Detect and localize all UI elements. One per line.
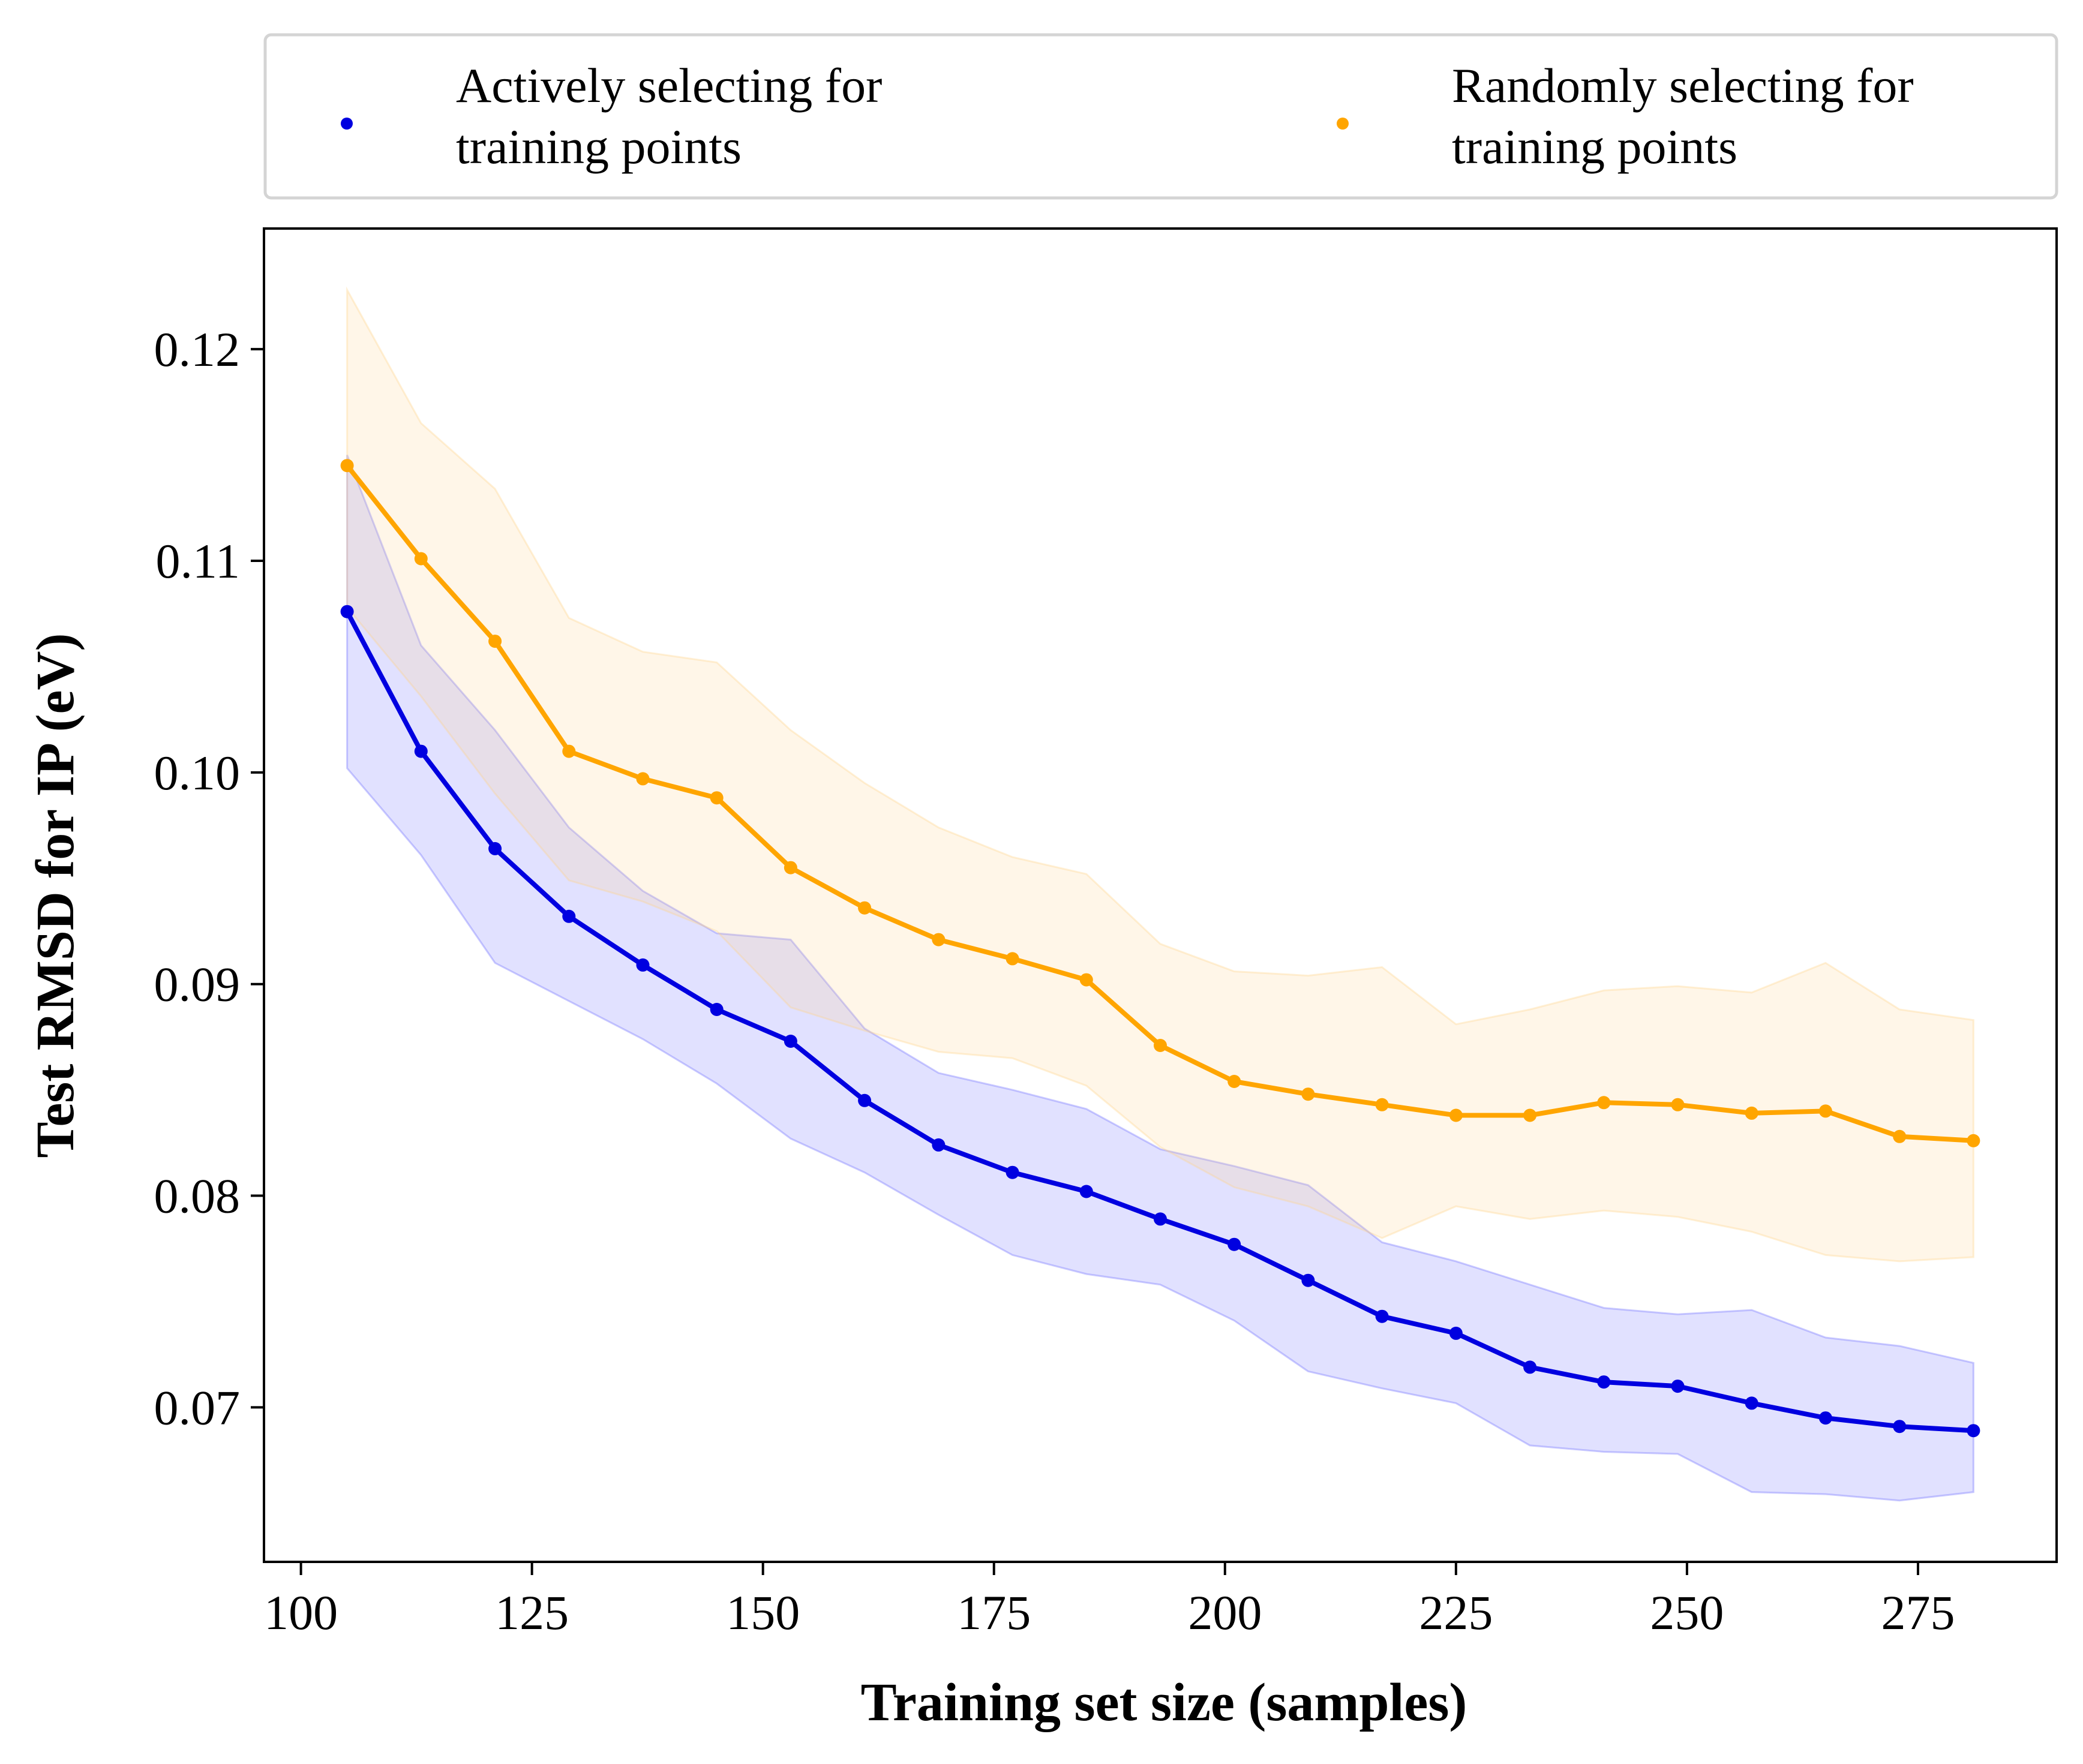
point-random [1079, 973, 1093, 987]
point-active [562, 909, 576, 923]
point-random [562, 744, 576, 758]
point-active [710, 1003, 724, 1016]
point-active [414, 744, 428, 758]
y-axis-title: Test RMSD for IP (eV) [26, 633, 85, 1158]
confidence-bands [346, 286, 1974, 1502]
point-random [636, 772, 650, 786]
point-active [1375, 1309, 1389, 1323]
point-active [1745, 1396, 1758, 1410]
point-random [1301, 1087, 1315, 1101]
point-active [1006, 1165, 1019, 1179]
point-active [1523, 1360, 1537, 1374]
point-active [636, 958, 650, 972]
point-random [1893, 1129, 1907, 1143]
point-random [858, 901, 872, 915]
x-tick-label: 125 [495, 1585, 569, 1640]
point-random [414, 552, 428, 566]
point-random [1523, 1108, 1537, 1122]
point-random [784, 861, 797, 875]
x-axis-title: Training set size (samples) [861, 1673, 1467, 1732]
y-tick-label: 0.10 [154, 746, 241, 800]
point-random [1375, 1098, 1389, 1111]
point-active [1079, 1185, 1093, 1198]
point-random [340, 459, 354, 473]
legend-label-active-line1: Actively selecting for [456, 58, 882, 113]
legend-marker-random [1337, 118, 1349, 130]
point-active [1597, 1375, 1611, 1389]
y-tick-label: 0.08 [154, 1169, 241, 1224]
y-tick-label: 0.09 [154, 957, 241, 1012]
point-active [340, 605, 354, 618]
y-tick-label: 0.12 [154, 322, 241, 377]
point-random [1449, 1108, 1463, 1122]
plot-frame [263, 227, 2058, 1563]
point-random [1597, 1096, 1611, 1110]
point-random [1227, 1075, 1241, 1088]
x-tick-label: 275 [1881, 1585, 1955, 1640]
x-axis: 100 125 150 175 200 225 250 275 [264, 1562, 1955, 1640]
point-random [710, 791, 724, 805]
point-random [488, 635, 502, 648]
y-tick-label: 0.07 [154, 1380, 241, 1435]
x-tick-label: 100 [264, 1585, 338, 1640]
point-active [1967, 1424, 1980, 1438]
legend-marker-active [341, 118, 353, 130]
x-tick-label: 175 [957, 1585, 1031, 1640]
point-random [1671, 1098, 1685, 1111]
legend: Actively selecting for training points R… [263, 33, 2058, 200]
point-random [932, 933, 946, 946]
plot-area [263, 227, 2058, 1563]
point-active [1671, 1380, 1685, 1393]
legend-frame [263, 33, 2058, 200]
x-tick-label: 150 [726, 1585, 800, 1640]
series-points [340, 459, 1980, 1438]
y-tick-label: 0.11 [156, 534, 240, 588]
point-random [1006, 952, 1019, 966]
x-tick-label: 200 [1188, 1585, 1262, 1640]
point-random [1154, 1039, 1167, 1052]
point-random [1967, 1134, 1980, 1147]
point-active [1893, 1420, 1907, 1434]
point-random [1818, 1104, 1832, 1118]
band-active [346, 455, 1974, 1502]
point-active [1818, 1411, 1832, 1425]
x-tick-label: 250 [1650, 1585, 1724, 1640]
point-random [1745, 1106, 1758, 1120]
y-axis: 0.07 0.08 0.09 0.10 0.11 0.12 [154, 322, 264, 1435]
legend-label-active-line2: training points [456, 119, 742, 174]
point-active [932, 1138, 946, 1152]
point-active [1449, 1326, 1463, 1340]
legend-label-random-line2: training points [1452, 119, 1737, 174]
point-active [488, 842, 502, 855]
point-active [1301, 1273, 1315, 1287]
point-active [1227, 1237, 1241, 1251]
legend-label-random-line1: Randomly selecting for [1452, 58, 1914, 113]
band-random [346, 286, 1974, 1263]
point-active [858, 1093, 872, 1107]
x-tick-label: 225 [1419, 1585, 1493, 1640]
point-active [1154, 1212, 1167, 1226]
point-active [784, 1035, 797, 1048]
